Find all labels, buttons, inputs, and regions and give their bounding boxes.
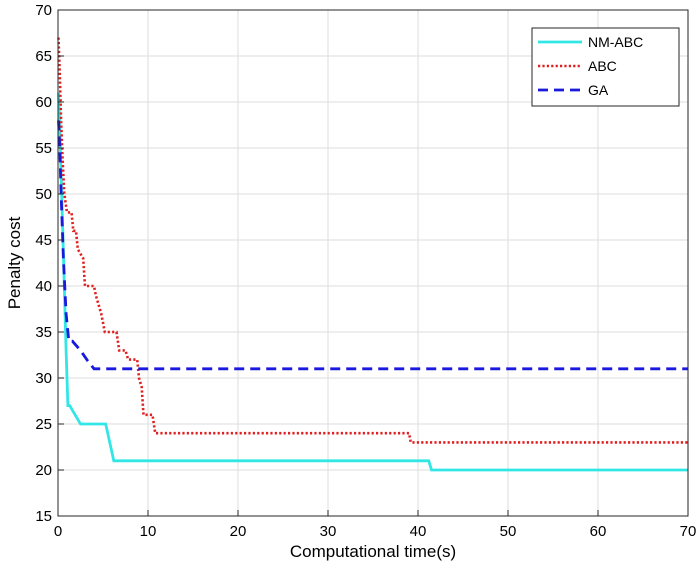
x-tick-label: 70 [680,523,697,540]
y-tick-label: 15 [35,508,52,525]
y-tick-label: 65 [35,48,52,65]
x-tick-label: 30 [320,523,337,540]
y-tick-label: 40 [35,278,52,295]
x-tick-label: 60 [590,523,607,540]
plot-frame [57,9,689,517]
legend: NM-ABC ABC GA [531,27,680,107]
legend-label-ga: GA [588,82,609,98]
x-tick-label: 50 [500,523,517,540]
y-tick-label: 50 [35,186,52,203]
y-tick-label: 25 [35,416,52,433]
legend-label-abc: ABC [588,58,617,74]
series-lines [57,37,688,472]
x-axis-label: Computational time(s) [290,542,456,561]
y-tick-label: 70 [35,2,52,19]
x-tick-label: 20 [230,523,247,540]
series-line-nm-abc [57,92,688,472]
x-tick-label: 10 [140,523,157,540]
y-tick-label: 20 [35,462,52,479]
x-tick-label: 40 [410,523,427,540]
y-tick-label: 45 [35,232,52,249]
x-tick-label: 0 [54,523,62,540]
y-tick-label: 35 [35,324,52,341]
legend-label-nm-abc: NM-ABC [588,34,643,50]
axis-ticks: 0 10 20 30 40 50 60 70 15 20 25 30 35 40 45 50 55 60 65 70 [35,2,696,540]
y-tick-label: 60 [35,94,52,111]
series-line-abc [57,37,688,444]
y-tick-label: 55 [35,140,52,157]
y-axis-label: Penalty cost [5,216,24,309]
y-tick-label: 30 [35,370,52,387]
